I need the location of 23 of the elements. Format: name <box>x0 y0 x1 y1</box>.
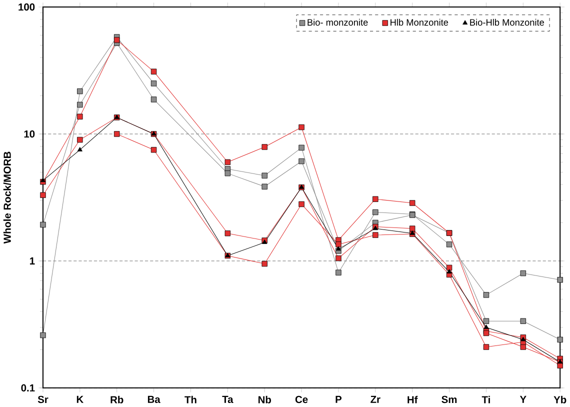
x-tick-label: Sr <box>38 396 48 404</box>
x-tick-label: Yb <box>554 396 566 404</box>
y-tick-label: 0.1 <box>21 384 35 392</box>
y-tick-label: 1 <box>30 258 35 265</box>
y-tick-label: 100 <box>18 4 35 11</box>
y-tick-label: 10 <box>24 130 35 138</box>
legend-label: Bio-Hlb Monzonite <box>470 19 544 26</box>
x-tick-label: P <box>336 396 342 404</box>
legend-label: Bio- monzonite <box>308 19 368 26</box>
x-tick-label: Rb <box>110 396 124 404</box>
x-tick-label: Ce <box>295 396 308 404</box>
x-tick-label: Th <box>184 396 196 404</box>
legend-label: Hlb Monzonite <box>390 19 448 26</box>
x-tick-label: Ti <box>482 396 490 404</box>
x-tick-label: K <box>76 396 84 404</box>
x-tick-label: Ta <box>222 396 234 404</box>
x-tick-label: Nb <box>258 396 271 404</box>
x-tick-label: Zr <box>370 396 380 404</box>
x-tick-label: Ba <box>148 396 160 404</box>
y-axis-title: Whole Rock/MORB <box>3 152 11 244</box>
x-tick-label: Sm <box>442 396 457 404</box>
x-tick-label: Hf <box>408 396 418 404</box>
x-tick-label: Y <box>520 396 526 404</box>
